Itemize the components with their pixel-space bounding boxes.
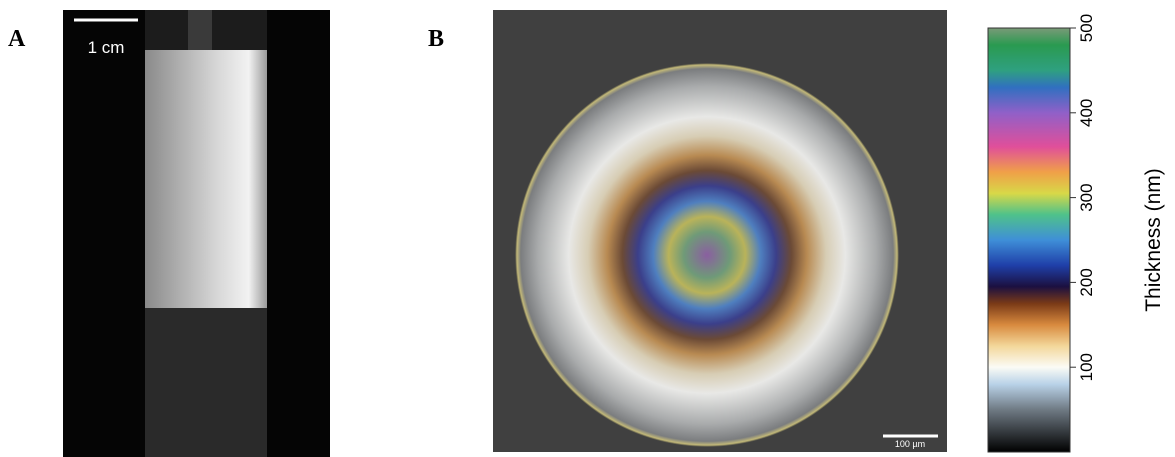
tick-label: 200	[1077, 268, 1096, 296]
tick-label: 400	[1077, 99, 1096, 127]
figure: A 1 cm B 100 µm Thickness (nm) 100 200 300…	[0, 0, 1175, 457]
photo-a	[63, 10, 330, 457]
scale-bar-label: 1 cm	[88, 38, 125, 57]
photo-b	[493, 10, 947, 452]
tick-label: 500	[1077, 14, 1096, 42]
scale-bar-label: 100 µm	[895, 439, 925, 449]
tick-label: 300	[1077, 183, 1096, 211]
tick-label: 100	[1077, 353, 1096, 381]
panel-label: B	[428, 26, 444, 52]
panel-label: A	[8, 26, 26, 52]
colorbar	[988, 28, 1070, 452]
colorbar-label: Thickness (nm)	[1142, 168, 1165, 312]
